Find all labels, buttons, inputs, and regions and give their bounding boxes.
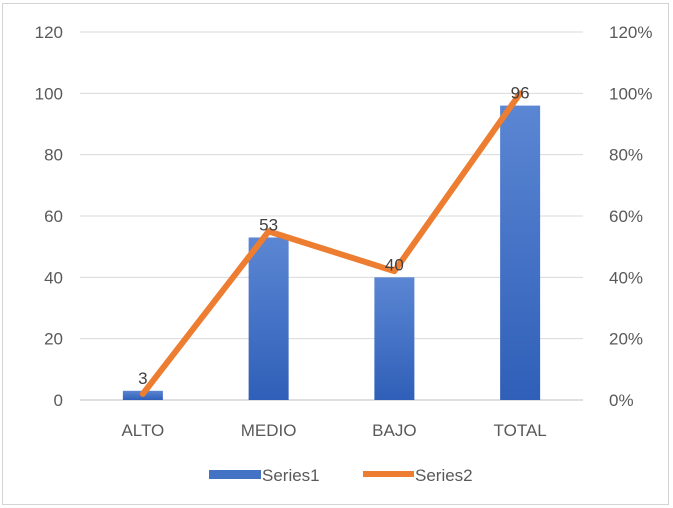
bar-medio — [248, 237, 289, 400]
series2-line-path — [139, 90, 524, 397]
y2-tick-label: 80% — [609, 146, 643, 165]
series2-point — [519, 92, 521, 94]
data-label: 53 — [259, 215, 278, 234]
y2-tick-label: 120% — [609, 23, 652, 42]
x-tick-label: TOTAL — [494, 421, 547, 440]
primary-axis-ticks: 0 20 40 60 80 100 120 — [35, 23, 63, 410]
bar-bajo — [374, 277, 415, 400]
data-labels: 3 53 40 96 — [138, 84, 529, 388]
series2-point — [268, 230, 270, 232]
y2-tick-label: 0% — [609, 391, 634, 410]
series2-point — [142, 393, 144, 395]
x-tick-label: MEDIO — [241, 421, 297, 440]
category-axis-labels: ALTO MEDIO BAJO TOTAL — [121, 421, 546, 440]
y-tick-label: 20 — [44, 330, 63, 349]
y-tick-label: 60 — [44, 207, 63, 226]
legend-label-series1: Series1 — [262, 466, 320, 485]
gridlines — [80, 31, 583, 401]
bar-total — [500, 105, 541, 400]
y-tick-label: 40 — [44, 268, 63, 287]
data-label: 96 — [511, 84, 530, 103]
y2-tick-label: 40% — [609, 268, 643, 287]
x-tick-label: ALTO — [121, 421, 164, 440]
legend-label-series2: Series2 — [415, 466, 473, 485]
y2-tick-label: 20% — [609, 330, 643, 349]
series2-point — [393, 270, 395, 272]
series1-bars — [122, 105, 541, 400]
data-label: 3 — [138, 369, 147, 388]
data-label: 40 — [385, 255, 404, 274]
y2-tick-label: 60% — [609, 207, 643, 226]
y-tick-label: 100 — [35, 84, 63, 103]
x-tick-label: BAJO — [372, 421, 416, 440]
legend: Series1 Series2 — [209, 466, 473, 485]
y-tick-label: 0 — [54, 391, 63, 410]
series2-line — [139, 90, 524, 397]
y-tick-label: 120 — [35, 23, 63, 42]
y2-tick-label: 100% — [609, 84, 652, 103]
secondary-axis-ticks: 0% 20% 40% 60% 80% 100% 120% — [609, 23, 652, 410]
legend-swatch-series1 — [209, 470, 261, 479]
y-tick-label: 80 — [44, 146, 63, 165]
